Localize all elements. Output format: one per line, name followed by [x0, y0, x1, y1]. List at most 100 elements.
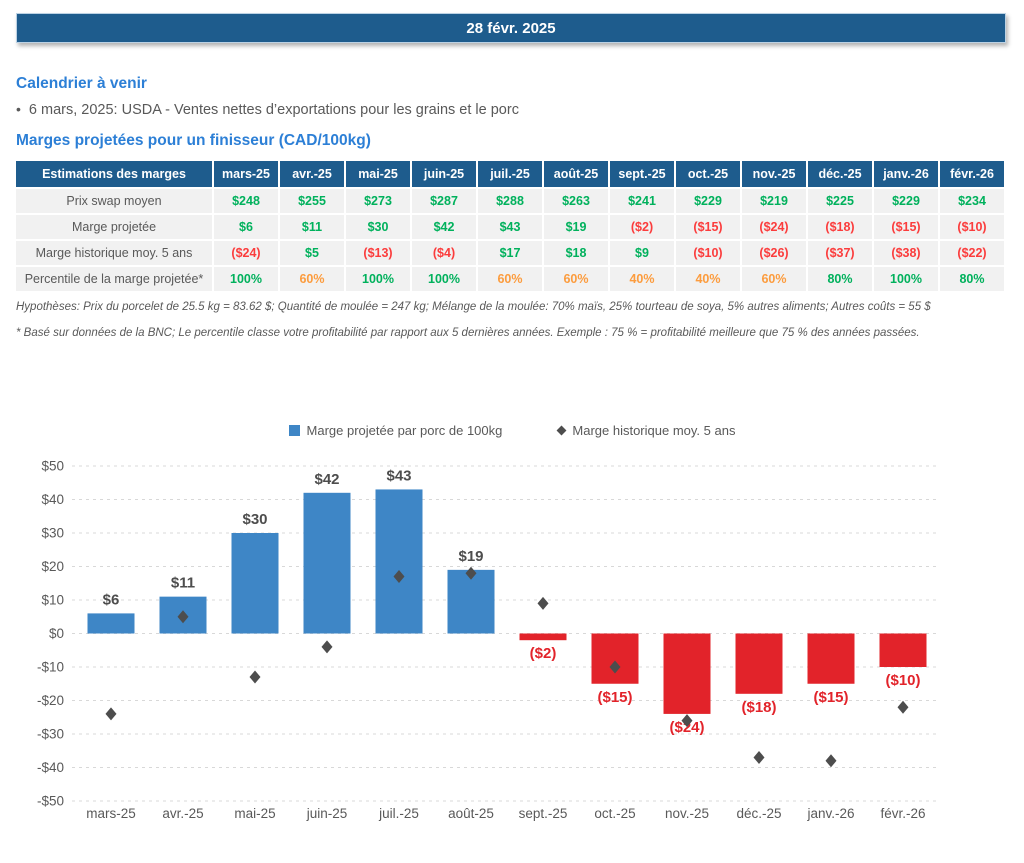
assumptions-note: Hypothèses: Prix du porcelet de 25.5 kg … — [16, 301, 931, 313]
y-axis-tick-10: $10 — [41, 593, 64, 608]
table-cell: 80% — [940, 267, 1004, 291]
diamond-marker-sept.-25 — [537, 596, 549, 610]
y-axis-tick--30: -$30 — [37, 727, 64, 742]
table-cell: ($15) — [676, 215, 740, 239]
table-row: Percentile de la marge projetée* 100% 60% 1… — [16, 267, 1004, 291]
bar-mai-25 — [231, 533, 279, 634]
bar-label-janv.-26: ($15) — [813, 689, 848, 706]
table-cell: $225 — [808, 189, 872, 213]
bar-label-déc.-25: ($18) — [741, 699, 776, 716]
bar-label-sept.-25: ($2) — [530, 645, 557, 662]
bar-label-mars-25: $6 — [103, 591, 120, 608]
table-cell: $287 — [412, 189, 476, 213]
table-cell: $19 — [544, 215, 608, 239]
bar-juin-25 — [303, 492, 351, 634]
bar-label-avr.-25: $11 — [171, 575, 195, 592]
y-axis-tick--10: -$10 — [37, 660, 64, 675]
table-cell: $30 — [346, 215, 410, 239]
table-cell: $273 — [346, 189, 410, 213]
y-axis-tick--20: -$20 — [37, 693, 64, 708]
table-cell: 60% — [742, 267, 806, 291]
table-cell: ($10) — [676, 241, 740, 265]
diamond-marker-janv.-26 — [825, 754, 837, 768]
y-axis-tick-40: $40 — [41, 492, 64, 507]
table-cell: $234 — [940, 189, 1004, 213]
table-cell: $241 — [610, 189, 674, 213]
x-axis-tick-déc.-25: déc.-25 — [736, 806, 781, 821]
bar-label-nov.-25: ($24) — [669, 719, 704, 736]
diamond-marker-nov.-25 — [681, 714, 693, 728]
table-cell: ($10) — [940, 215, 1004, 239]
bar-sept.-25 — [519, 633, 567, 641]
x-axis-tick-avr.-25: avr.-25 — [162, 806, 203, 821]
table-cell: ($24) — [214, 241, 278, 265]
table-cell: $255 — [280, 189, 344, 213]
bar-janv.-26 — [807, 633, 855, 684]
bar-label-mai-25: $30 — [242, 511, 267, 528]
table-cell: 40% — [610, 267, 674, 291]
table-header-month: déc.-25 — [808, 161, 872, 187]
table-header-month: sept.-25 — [610, 161, 674, 187]
table-cell: $229 — [874, 189, 938, 213]
table-cell: 100% — [214, 267, 278, 291]
x-axis-tick-févr.-26: févr.-26 — [880, 806, 925, 821]
table-cell: $248 — [214, 189, 278, 213]
margins-table: Estimations des marges mars-25 avr.-25 mai-… — [14, 159, 1006, 293]
row-label: Prix swap moyen — [16, 189, 212, 213]
table-header-row: Estimations des marges mars-25 avr.-25 mai-… — [16, 161, 1004, 187]
x-axis-tick-nov.-25: nov.-25 — [665, 806, 709, 821]
legend-label-historical: Marge historique moy. 5 ans — [572, 423, 736, 438]
table-header-month: mars-25 — [214, 161, 278, 187]
percentile-note: * Basé sur données de la BNC; Le percent… — [16, 327, 920, 339]
table-cell: ($22) — [940, 241, 1004, 265]
diamond-marker-oct.-25 — [609, 660, 621, 674]
y-axis-tick--40: -$40 — [37, 760, 64, 775]
bullet-icon: • — [16, 101, 21, 117]
table-row: Marge projetée $6 $11 $30 $42 $43 $19 ($2) ($15)… — [16, 215, 1004, 239]
table-cell: 60% — [544, 267, 608, 291]
blue-square-swatch-icon — [288, 425, 300, 436]
table-cell: $42 — [412, 215, 476, 239]
table-cell: $288 — [478, 189, 542, 213]
table-cell: ($13) — [346, 241, 410, 265]
table-cell: 100% — [346, 267, 410, 291]
x-axis-tick-janv.-26: janv.-26 — [806, 806, 854, 821]
table-cell: ($37) — [808, 241, 872, 265]
table-cell: ($24) — [742, 215, 806, 239]
table-header-month: mai-25 — [346, 161, 410, 187]
diamond-marker-févr.-26 — [897, 700, 909, 714]
bar-mars-25 — [87, 613, 135, 634]
diamond-swatch-icon — [556, 425, 567, 436]
chart-legend: Marge projetée par porc de 100kg Marge h… — [0, 423, 1024, 438]
report-date: 28 févr. 2025 — [466, 20, 556, 37]
legend-item-projected-margin: Marge projetée par porc de 100kg — [288, 423, 503, 438]
bar-févr.-26 — [879, 633, 927, 667]
y-axis-tick-0: $0 — [49, 626, 64, 641]
x-axis-tick-juin-25: juin-25 — [306, 806, 348, 821]
table-cell: $9 — [610, 241, 674, 265]
diamond-marker-déc.-25 — [753, 750, 765, 764]
x-axis-tick-oct.-25: oct.-25 — [594, 806, 635, 821]
table-cell: $229 — [676, 189, 740, 213]
y-axis-tick-20: $20 — [41, 559, 64, 574]
bar-label-juil.-25: $43 — [386, 467, 411, 484]
diamond-marker-juil.-25 — [393, 570, 405, 584]
table-cell: $263 — [544, 189, 608, 213]
x-axis-tick-juil.-25: juil.-25 — [378, 806, 419, 821]
row-label: Marge historique moy. 5 ans — [16, 241, 212, 265]
x-axis-tick-août-25: août-25 — [448, 806, 494, 821]
legend-label-projected: Marge projetée par porc de 100kg — [306, 423, 503, 438]
table-cell: $18 — [544, 241, 608, 265]
table-cell: $6 — [214, 215, 278, 239]
table-cell: 80% — [808, 267, 872, 291]
calendar-heading: Calendrier à venir — [16, 75, 147, 92]
table-header-month: oct.-25 — [676, 161, 740, 187]
table-header-month: févr.-26 — [940, 161, 1004, 187]
date-banner: 28 févr. 2025 — [16, 13, 1006, 43]
row-label: Marge projetée — [16, 215, 212, 239]
margins-heading: Marges projetées pour un finisseur (CAD/… — [16, 132, 371, 149]
bar-nov.-25 — [663, 633, 711, 714]
diamond-marker-avr.-25 — [177, 610, 189, 624]
table-header-month: juil.-25 — [478, 161, 542, 187]
